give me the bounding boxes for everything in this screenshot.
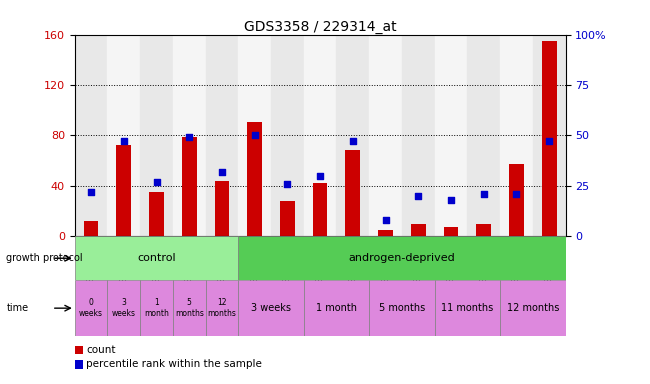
Bar [173, 35, 205, 236]
Bar [369, 35, 402, 236]
Bar [271, 35, 304, 236]
Point [86, 189, 96, 195]
Point [151, 179, 162, 185]
Bar [239, 35, 271, 236]
Bar [476, 223, 491, 236]
Bar [313, 183, 328, 236]
Bar [205, 280, 239, 336]
Point [380, 217, 391, 223]
Text: androgen-deprived: androgen-deprived [348, 253, 455, 263]
Point [512, 191, 522, 197]
Text: 12 months: 12 months [506, 303, 559, 313]
Bar [107, 35, 140, 236]
Bar [509, 164, 524, 236]
Bar [467, 35, 500, 236]
Bar [150, 192, 164, 236]
Bar [402, 35, 435, 236]
Bar [205, 35, 239, 236]
Point [446, 197, 456, 203]
Bar [182, 137, 196, 236]
Point [118, 138, 129, 144]
Bar [542, 41, 556, 236]
Bar [369, 280, 435, 336]
Bar [140, 280, 173, 336]
Bar [500, 280, 566, 336]
Text: 3
weeks: 3 weeks [112, 298, 136, 318]
Bar [75, 280, 107, 336]
Bar [75, 236, 239, 280]
Bar [140, 35, 173, 236]
Point [413, 193, 424, 199]
Bar [248, 121, 262, 236]
Text: time: time [6, 303, 29, 313]
Point [478, 191, 489, 197]
Bar [214, 181, 229, 236]
Point [544, 138, 554, 144]
Text: 1
month: 1 month [144, 298, 169, 318]
Bar [75, 35, 107, 236]
Point [315, 173, 325, 179]
Point [282, 181, 293, 187]
Text: 1 month: 1 month [316, 303, 357, 313]
Bar [444, 227, 458, 236]
Text: control: control [137, 253, 176, 263]
Bar [533, 35, 566, 236]
Bar [116, 146, 131, 236]
Text: 12
months: 12 months [207, 298, 237, 318]
Bar [378, 230, 393, 236]
Text: percentile rank within the sample: percentile rank within the sample [86, 359, 263, 369]
Text: count: count [86, 345, 116, 355]
Text: 5
months: 5 months [175, 298, 203, 318]
Bar [304, 35, 337, 236]
Title: GDS3358 / 229314_at: GDS3358 / 229314_at [244, 20, 396, 33]
Bar [107, 280, 140, 336]
Point [217, 169, 228, 175]
Point [250, 132, 260, 139]
Text: 3 weeks: 3 weeks [251, 303, 291, 313]
Bar [239, 236, 566, 280]
Bar [304, 280, 369, 336]
Bar [239, 280, 304, 336]
Bar [280, 201, 294, 236]
Text: 11 months: 11 months [441, 303, 493, 313]
Text: growth protocol: growth protocol [6, 253, 83, 263]
Point [348, 138, 358, 144]
Bar [435, 280, 500, 336]
Bar [346, 151, 360, 236]
Bar [84, 221, 98, 236]
Bar [411, 223, 426, 236]
Text: 5 months: 5 months [379, 303, 425, 313]
Point [184, 134, 194, 141]
Bar [500, 35, 533, 236]
Bar [173, 280, 205, 336]
Bar [435, 35, 467, 236]
Text: 0
weeks: 0 weeks [79, 298, 103, 318]
Bar [337, 35, 369, 236]
